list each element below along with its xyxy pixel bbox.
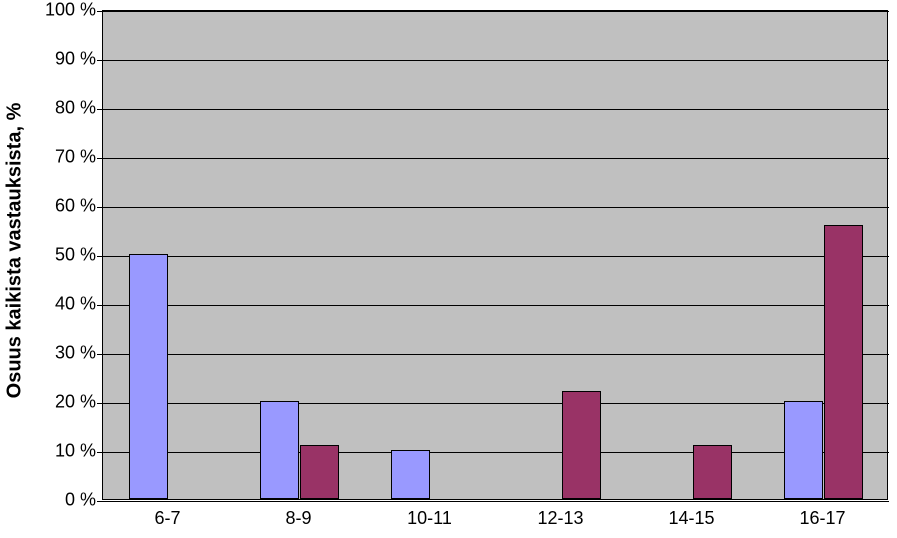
y-tick-mark (97, 452, 103, 453)
x-tick-label: 10-11 (407, 508, 452, 529)
bar-series-b (562, 391, 601, 499)
gridline (103, 354, 889, 355)
gridline (103, 256, 889, 257)
bar-chart: Osuus kaikista vastauksista, % 0 % 10 % 20… (0, 0, 897, 538)
y-tick-label: 80 % (55, 98, 96, 119)
y-tick-mark (97, 158, 103, 159)
bar-series-a (129, 254, 168, 499)
y-tick-label: 40 % (55, 294, 96, 315)
y-tick-mark (97, 109, 103, 110)
x-tick-labels: 6-7 8-9 10-11 12-13 14-15 16-17 (102, 500, 888, 530)
gridline (103, 452, 889, 453)
y-tick-label: 60 % (55, 196, 96, 217)
y-tick-mark (97, 11, 103, 12)
y-tick-label: 10 % (55, 441, 96, 462)
x-tick-label: 12-13 (537, 508, 583, 529)
gridline (103, 207, 889, 208)
y-tick-mark (97, 354, 103, 355)
y-tick-mark (97, 403, 103, 404)
y-axis-title: Osuus kaikista vastauksista, % (0, 0, 30, 500)
x-tick-label: 16-17 (799, 508, 845, 529)
y-tick-label: 0 % (65, 490, 96, 511)
gridline (103, 11, 889, 12)
y-tick-mark (97, 305, 103, 306)
plot-area (102, 10, 888, 500)
bar-series-a (391, 450, 430, 499)
gridline (103, 109, 889, 110)
y-axis-title-text: Osuus kaikista vastauksista, % (4, 102, 27, 398)
gridline (103, 60, 889, 61)
y-tick-labels: 0 %10 %20 %30 %40 %50 %60 %70 %80 %90 %1… (30, 0, 100, 500)
y-tick-label: 20 % (55, 392, 96, 413)
y-tick-label: 90 % (55, 49, 96, 70)
y-tick-label: 50 % (55, 245, 96, 266)
bar-series-b (300, 445, 339, 499)
y-tick-label: 70 % (55, 147, 96, 168)
bar-series-b (693, 445, 732, 499)
x-tick-label: 6-7 (154, 508, 180, 529)
y-tick-mark (97, 207, 103, 208)
y-tick-mark (97, 60, 103, 61)
bar-series-a (260, 401, 299, 499)
x-tick-label: 8-9 (285, 508, 311, 529)
gridline (103, 158, 889, 159)
bar-series-a (784, 401, 823, 499)
gridline (103, 305, 889, 306)
gridline (103, 403, 889, 404)
y-tick-label: 30 % (55, 343, 96, 364)
y-tick-label: 100 % (45, 0, 96, 21)
bar-series-b (824, 225, 863, 499)
y-tick-mark (97, 256, 103, 257)
x-tick-label: 14-15 (668, 508, 714, 529)
